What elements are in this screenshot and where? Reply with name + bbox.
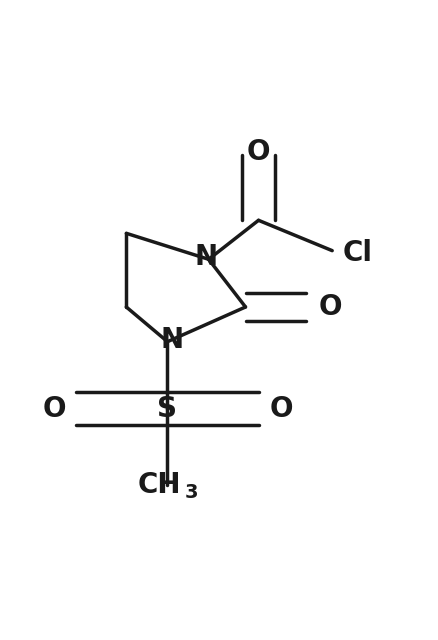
Text: O: O <box>318 293 341 321</box>
Text: N: N <box>160 326 183 353</box>
Text: 3: 3 <box>184 483 198 502</box>
Text: CH: CH <box>138 470 181 499</box>
Text: Cl: Cl <box>342 239 372 267</box>
Text: N: N <box>194 243 218 271</box>
Text: O: O <box>269 395 292 423</box>
Text: O: O <box>42 395 65 423</box>
Text: O: O <box>246 138 270 166</box>
Text: S: S <box>157 395 177 423</box>
